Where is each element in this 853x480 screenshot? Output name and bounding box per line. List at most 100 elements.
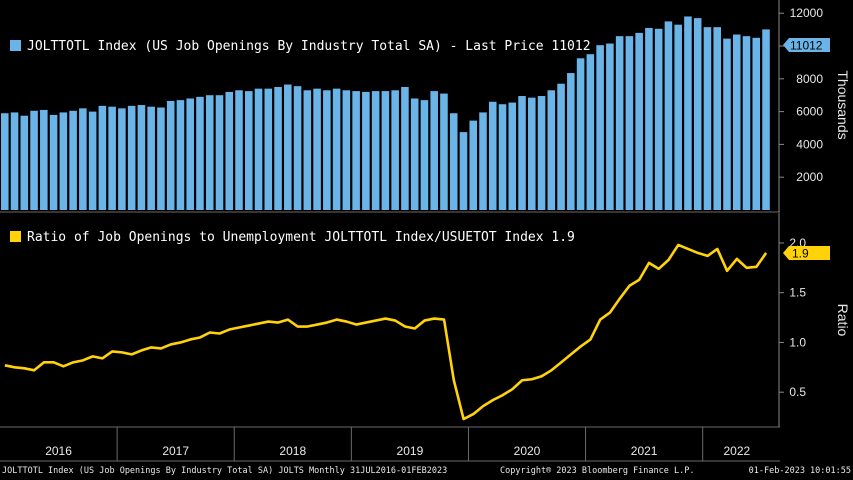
bar	[410, 98, 419, 210]
bar	[459, 132, 468, 210]
bar	[615, 36, 624, 210]
year-label: 2016	[45, 444, 72, 458]
bar	[586, 54, 595, 211]
bottom-y-axis: 0.51.01.52.0	[778, 213, 806, 427]
bar	[49, 114, 58, 210]
bar	[488, 101, 497, 210]
bar	[313, 88, 321, 210]
bar	[147, 106, 155, 210]
bar	[69, 110, 77, 210]
bar	[732, 34, 741, 210]
bar	[440, 93, 448, 210]
bar	[420, 100, 429, 210]
top-last-value-tag: 11012	[783, 38, 830, 53]
bar	[352, 91, 360, 210]
bar	[674, 24, 682, 211]
bar	[244, 91, 253, 210]
bar	[284, 84, 292, 210]
year-label: 2022	[723, 444, 750, 458]
bar	[537, 96, 546, 210]
bar	[215, 95, 224, 210]
bar	[401, 87, 409, 210]
job-openings-panel: 20004000600080001000012000 Thousands JOL…	[0, 0, 851, 213]
bar	[508, 102, 517, 210]
top-y-tick-label: 2000	[796, 170, 823, 184]
bar	[362, 91, 370, 210]
top-y-axis: 20004000600080001000012000	[778, 0, 824, 212]
top-y-tick-label: 12000	[790, 6, 824, 20]
bar	[567, 73, 575, 210]
bar	[137, 105, 146, 210]
bar	[342, 90, 351, 210]
bar	[293, 86, 302, 210]
bar	[635, 32, 643, 210]
bar	[332, 88, 341, 210]
footer-copyright: Copyright® 2023 Bloomberg Finance L.P.	[500, 466, 694, 476]
bar	[723, 38, 731, 211]
bar	[166, 100, 175, 210]
x-axis: 2016 2017 2018 2019 2020 2021 2022	[0, 426, 780, 462]
bar	[1, 113, 9, 210]
bar	[664, 21, 673, 211]
bar	[430, 91, 438, 210]
job-openings-bars	[1, 16, 770, 211]
bar	[713, 27, 721, 210]
bar	[547, 90, 556, 210]
footer: JOLTTOTL Index (US Job Openings By Indus…	[2, 466, 851, 476]
bar	[323, 90, 331, 210]
bar	[79, 108, 87, 210]
top-legend-swatch	[10, 40, 21, 51]
top-y-tick-label: 6000	[796, 105, 823, 119]
bottom-y-axis-title: Ratio	[835, 304, 851, 337]
bottom-legend: Ratio of Job Openings to Unemployment JO…	[4, 225, 575, 247]
bar	[235, 90, 243, 210]
bar	[645, 27, 653, 211]
bar	[381, 91, 390, 210]
year-label: 2020	[514, 444, 541, 458]
bar	[186, 98, 194, 210]
bar	[108, 106, 116, 210]
bar	[742, 36, 751, 210]
bar	[625, 36, 634, 210]
bar	[20, 115, 29, 210]
bar	[576, 58, 585, 210]
bar	[40, 109, 48, 210]
bar	[762, 29, 770, 211]
bar	[596, 45, 604, 211]
bar	[88, 111, 97, 210]
bar	[303, 90, 312, 210]
bar	[205, 95, 214, 210]
bar	[157, 107, 165, 210]
bottom-y-tick-label: 1.5	[789, 286, 806, 300]
bar	[449, 113, 458, 210]
top-y-tick-label: 4000	[796, 137, 823, 151]
bar	[127, 105, 136, 210]
bar	[59, 112, 68, 210]
bar	[469, 120, 478, 210]
top-tag-shape	[783, 38, 830, 52]
bottom-legend-swatch	[10, 231, 21, 242]
footer-left: JOLTTOTL Index (US Job Openings By Indus…	[2, 466, 447, 476]
bar	[176, 100, 185, 210]
bar	[752, 37, 761, 210]
bar	[703, 27, 712, 210]
top-legend-box	[4, 34, 528, 56]
top-tag-text: 11012	[790, 39, 823, 53]
ratio-panel: 0.51.01.52.0 Ratio Ratio of Job Openings…	[4, 213, 851, 427]
bar	[118, 108, 126, 210]
bar	[528, 97, 536, 210]
bar	[264, 88, 273, 210]
bottom-legend-text: Ratio of Job Openings to Unemployment JO…	[27, 230, 575, 245]
top-legend-text: JOLTTOTL Index (US Job Openings By Indus…	[27, 39, 591, 54]
year-label: 2021	[631, 444, 658, 458]
bar	[498, 104, 507, 210]
top-y-axis-title: Thousands	[835, 70, 851, 139]
year-label: 2017	[162, 444, 189, 458]
ratio-series-line	[4, 243, 768, 421]
bottom-tag-shape	[783, 246, 830, 260]
bar	[557, 83, 565, 210]
year-ticks: 2016 2017 2018 2019 2020 2021 2022	[45, 427, 751, 461]
bottom-legend-box	[4, 225, 528, 247]
bar	[274, 87, 282, 210]
